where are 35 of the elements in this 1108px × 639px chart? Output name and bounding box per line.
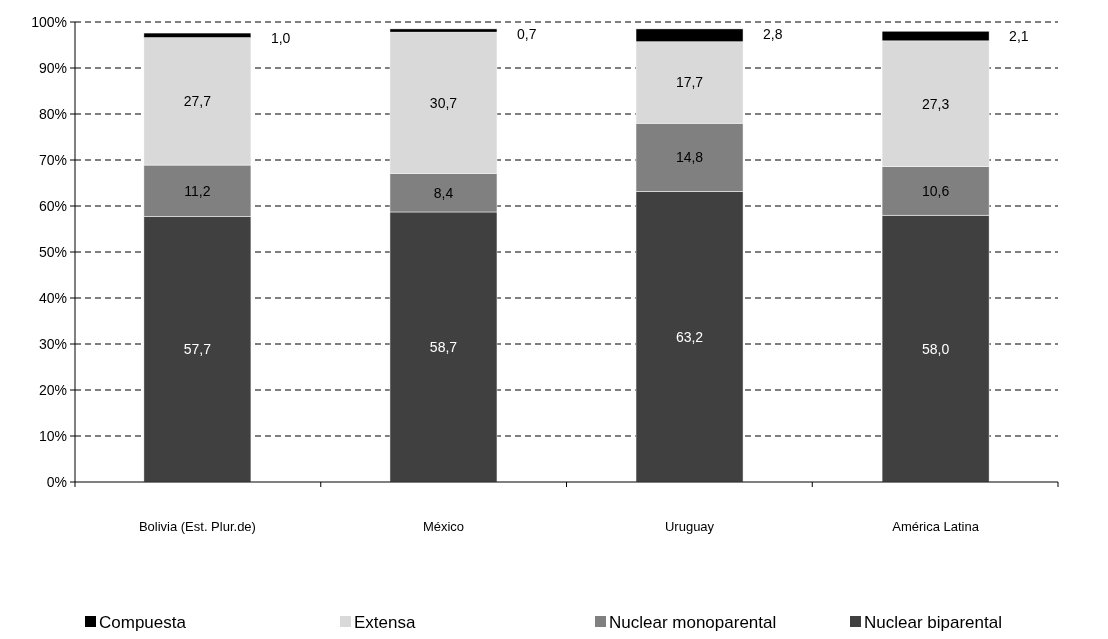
x-tick-label: Uruguay bbox=[664, 519, 715, 534]
y-tick-label: 60% bbox=[38, 198, 67, 214]
text: 30,7 bbox=[429, 94, 458, 111]
text: 2,1 bbox=[1009, 28, 1029, 45]
text: 58,7 bbox=[429, 338, 458, 355]
legend-label: Compuesta bbox=[99, 613, 187, 632]
y-tick-label: 50% bbox=[38, 244, 67, 260]
text: 63,2 bbox=[675, 328, 704, 345]
legend-label: Nuclear monoparental bbox=[609, 613, 777, 632]
text: 10,6 bbox=[921, 182, 950, 199]
text: 27,3 bbox=[921, 95, 950, 112]
y-tick-label: 70% bbox=[38, 152, 67, 168]
text: 0,7 bbox=[516, 25, 537, 42]
y-tick-label: 30% bbox=[38, 336, 67, 352]
text: 8,4 bbox=[433, 184, 454, 201]
y-tick-label: 100% bbox=[31, 14, 67, 30]
y-tick-label: 10% bbox=[38, 428, 67, 444]
x-tick-label: México bbox=[422, 519, 465, 534]
legend-label: Nuclear biparental bbox=[864, 613, 1002, 632]
x-tick-label: América Latina bbox=[892, 519, 980, 534]
text: 14,8 bbox=[675, 149, 704, 166]
y-tick-label: 0% bbox=[46, 474, 67, 490]
text: 57,7 bbox=[183, 341, 212, 358]
y-tick-label: 20% bbox=[38, 382, 67, 398]
text: 27,7 bbox=[183, 93, 212, 110]
y-tick-label: 90% bbox=[38, 60, 67, 76]
text: 17,7 bbox=[675, 74, 704, 91]
x-tick-label: Bolivia (Est. Plur.de) bbox=[138, 519, 256, 534]
text: 2,8 bbox=[763, 25, 783, 42]
legend-label: Extensa bbox=[354, 613, 416, 632]
text: 58,0 bbox=[921, 340, 950, 357]
y-tick-label: 40% bbox=[38, 290, 67, 306]
text: 11,2 bbox=[184, 182, 211, 199]
y-tick-label: 80% bbox=[38, 106, 67, 122]
text: 1,0 bbox=[270, 30, 291, 47]
